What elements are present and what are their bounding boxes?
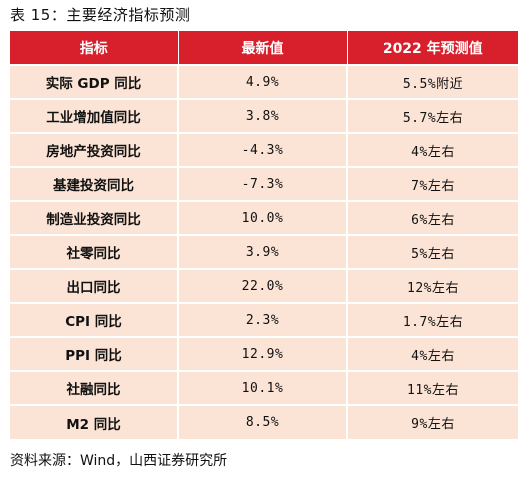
indicator-cell: PPI 同比 [10,337,179,371]
forecast-value-cell: 5.5%附近 [402,76,464,92]
forecast-value-cell: 7%左右 [411,178,455,194]
forecast-value-cell: 4%左右 [411,144,455,160]
indicator-cell: 社零同比 [10,235,179,269]
forecast-value-cell: 1.7%左右 [402,314,464,330]
table-row: CPI 同比 2.3% 1.7%左右 [10,303,518,337]
table-row: 房地产投资同比 -4.3% 4%左右 [10,133,518,167]
latest-value-cell: 10.0% [178,201,348,235]
table-row: 制造业投资同比 10.0% 6%左右 [10,201,518,235]
latest-value-cell: 12.9% [178,337,348,371]
header-indicator: 指标 [10,31,179,65]
forecast-table-container: 指标 最新值 2022 年预测值 实际 GDP 同比 4.9% 5.5%附近 工… [10,31,518,439]
latest-value-cell: -7.3% [178,167,348,201]
latest-value-cell: 10.1% [178,371,348,405]
indicator-cell: CPI 同比 [10,303,179,337]
indicator-cell: M2 同比 [10,405,179,439]
table-row: PPI 同比 12.9% 4%左右 [10,337,518,371]
indicator-cell: 房地产投资同比 [10,133,179,167]
table-row: 实际 GDP 同比 4.9% 5.5%附近 [10,65,518,99]
latest-value-cell: 22.0% [178,269,348,303]
source-note: 资料来源：Wind，山西证券研究所 [10,453,228,469]
indicator-cell: 工业增加值同比 [10,99,179,133]
forecast-value-cell: 9%左右 [411,417,455,432]
table-row: 基建投资同比 -7.3% 7%左右 [10,167,518,201]
indicator-cell: 实际 GDP 同比 [10,65,179,99]
indicator-cell: 社融同比 [10,371,179,405]
table-row: 工业增加值同比 3.8% 5.7%左右 [10,99,518,133]
header-forecast: 2022 年预测值 [382,40,483,57]
forecast-value-cell: 12%左右 [407,280,459,296]
economic-indicators-table: 指标 最新值 2022 年预测值 实际 GDP 同比 4.9% 5.5%附近 工… [10,31,518,439]
indicator-cell: 基建投资同比 [10,167,179,201]
latest-value-cell: 3.8% [178,99,348,133]
table-caption: 表 15：主要经济指标预测 [10,6,191,24]
latest-value-cell: -4.3% [178,133,348,167]
header-latest: 最新值 [178,31,348,65]
table-header-row: 指标 最新值 2022 年预测值 [10,31,518,65]
indicator-cell: 制造业投资同比 [10,201,179,235]
forecast-value-cell: 11%左右 [407,382,459,398]
table-row: 社零同比 3.9% 5%左右 [10,235,518,269]
forecast-value-cell: 6%左右 [411,212,455,228]
table-row: 社融同比 10.1% 11%左右 [10,371,518,405]
forecast-value-cell: 5%左右 [411,246,455,262]
indicator-cell: 出口同比 [10,269,179,303]
latest-value-cell: 2.3% [178,303,348,337]
latest-value-cell: 8.5% [178,405,348,439]
forecast-value-cell: 5.7%左右 [402,110,464,126]
latest-value-cell: 3.9% [178,235,348,269]
latest-value-cell: 4.9% [178,65,348,99]
table-row: M2 同比 8.5% 9%左右 [10,405,518,439]
forecast-value-cell: 4%左右 [411,348,455,364]
table-row: 出口同比 22.0% 12%左右 [10,269,518,303]
